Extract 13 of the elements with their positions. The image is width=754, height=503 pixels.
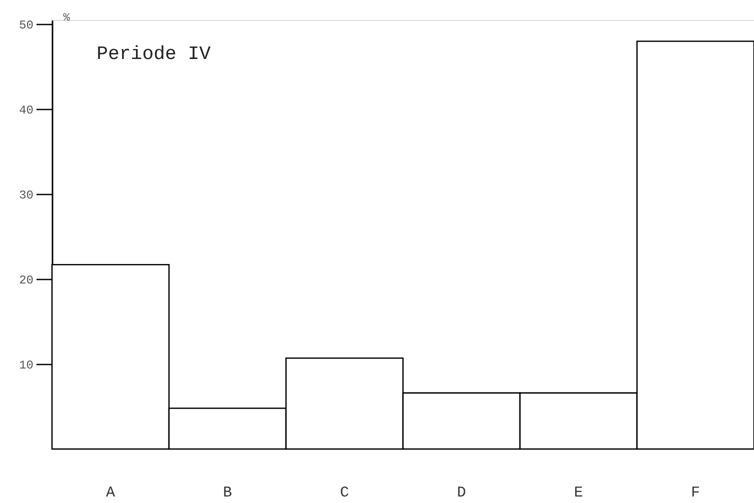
x-tick-label: F — [690, 484, 700, 502]
text: Periode IV — [96, 43, 212, 65]
y-tick-label: 30 — [19, 188, 34, 203]
x-tick-label: A — [106, 484, 116, 502]
y-axis-title: % — [63, 12, 70, 24]
x-tick-label: D — [456, 484, 466, 502]
x-tick-label: B — [222, 484, 232, 502]
y-tick-label: 10 — [19, 358, 34, 373]
y-tick-label: 40 — [19, 104, 34, 118]
y-tick-label: 50 — [19, 18, 34, 33]
y-tick-label: 20 — [19, 274, 34, 288]
x-tick-label: E — [574, 484, 584, 502]
x-tick-label: C — [340, 484, 350, 502]
